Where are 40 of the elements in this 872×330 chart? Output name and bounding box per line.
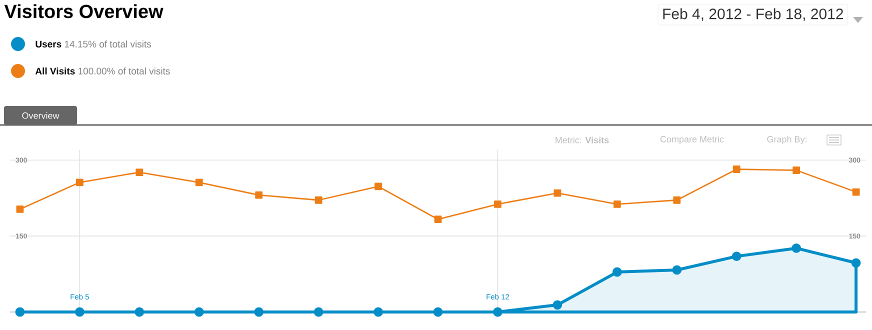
- point: [255, 191, 263, 199]
- point: [195, 178, 203, 186]
- legend-label: Users: [36, 40, 62, 48]
- point: [194, 307, 204, 317]
- point: [732, 252, 742, 262]
- point: [374, 307, 383, 317]
- legend-label: All Visits: [35, 68, 75, 74]
- point: [15, 307, 25, 317]
- point: [494, 200, 502, 208]
- point: [136, 168, 144, 176]
- text: Graph By:: [767, 136, 806, 144]
- point: [254, 307, 264, 317]
- point: [613, 200, 621, 208]
- point: [673, 196, 681, 204]
- point: [612, 267, 622, 277]
- point: [732, 166, 740, 173]
- chart-title: Visitors Overview: [4, 4, 164, 18]
- point: [433, 307, 443, 317]
- point: [851, 258, 861, 268]
- point: [852, 188, 860, 196]
- text: Feb 4, 2012 - Feb 18, 2012: [663, 8, 844, 21]
- text: Overview: [22, 112, 60, 119]
- point: [554, 189, 562, 197]
- point: [672, 265, 682, 275]
- point: [434, 216, 442, 224]
- text: 100.00% of total visits: [78, 68, 170, 74]
- point: [16, 206, 24, 213]
- point: [552, 300, 562, 310]
- text: Compare Metric: [660, 136, 724, 144]
- point: [314, 307, 324, 317]
- text: 14.15% of total visits: [64, 40, 152, 48]
- point: [134, 307, 144, 317]
- point: [314, 196, 322, 204]
- point: [76, 178, 84, 186]
- text: Metric: Visits: [556, 136, 609, 144]
- point: [374, 182, 382, 190]
- point: [493, 307, 502, 317]
- point: [792, 244, 802, 253]
- point: [74, 307, 84, 317]
- point: [792, 166, 800, 174]
